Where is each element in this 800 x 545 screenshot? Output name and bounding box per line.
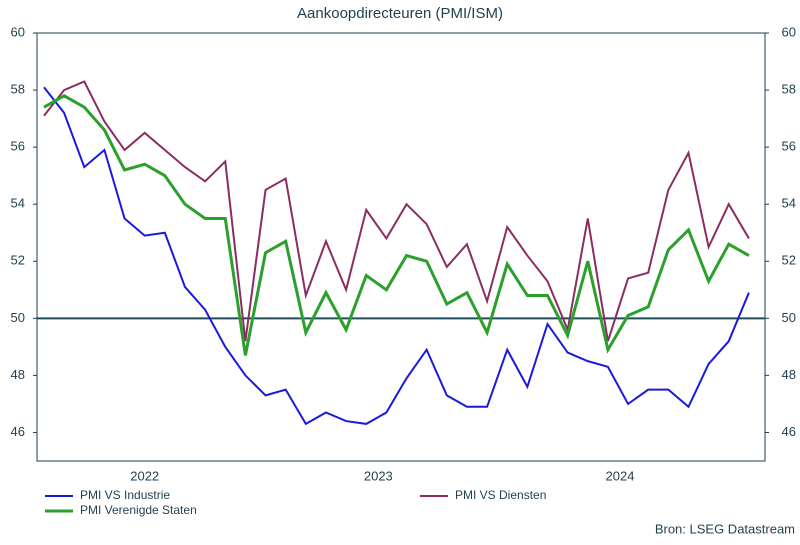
y-tick-label: 48	[11, 367, 25, 382]
chart-title: Aankoopdirecteuren (PMI/ISM)	[297, 5, 503, 22]
y2-tick-label: 50	[782, 310, 796, 325]
y2-tick-label: 56	[782, 139, 796, 154]
legend-label: PMI VS Industrie	[80, 488, 170, 502]
y2-tick-label: 46	[782, 424, 796, 439]
y2-tick-label: 58	[782, 82, 796, 97]
x-tick-label: 2023	[364, 468, 393, 483]
y-tick-label: 54	[11, 196, 25, 211]
series-line	[43, 86, 750, 426]
y-tick-label: 52	[11, 253, 25, 268]
y-tick-label: 56	[11, 139, 25, 154]
y2-tick-label: 48	[782, 367, 796, 382]
legend-label: PMI VS Diensten	[455, 488, 546, 502]
y2-tick-label: 52	[782, 253, 796, 268]
y2-tick-label: 54	[782, 196, 796, 211]
legend-label: PMI Verenigde Staten	[80, 503, 197, 517]
x-tick-label: 2024	[606, 468, 635, 483]
series-line	[43, 94, 750, 356]
source: Bron: LSEG Datastream	[655, 521, 795, 536]
plot-frame	[36, 32, 766, 462]
y-tick-label: 60	[11, 24, 25, 39]
x-tick-label: 2022	[130, 468, 159, 483]
y-tick-label: 58	[11, 82, 25, 97]
y-tick-label: 46	[11, 424, 25, 439]
y2-tick-label: 60	[782, 24, 796, 39]
y-tick-label: 50	[11, 310, 25, 325]
series-line	[43, 80, 750, 342]
